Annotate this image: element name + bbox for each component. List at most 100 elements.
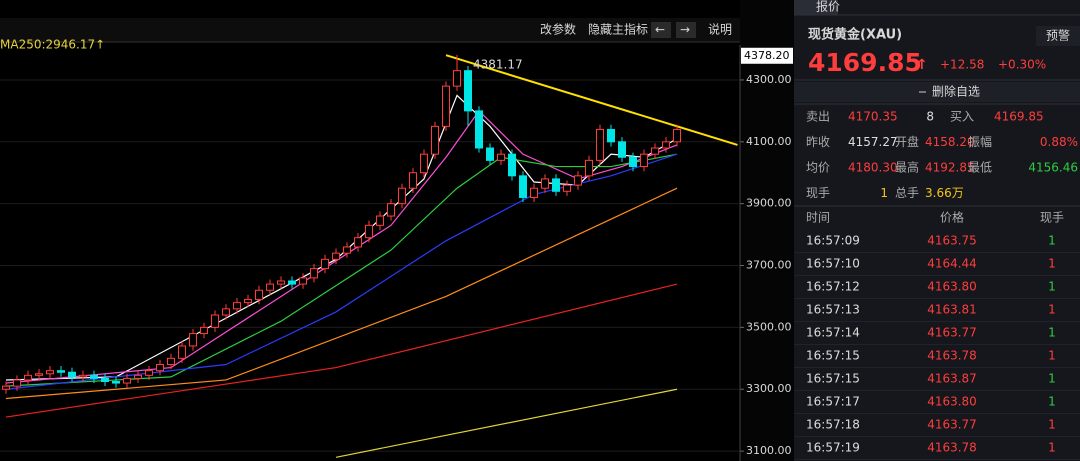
candle-body bbox=[35, 373, 43, 376]
y-tick-label: 3500.00 bbox=[746, 320, 792, 333]
plot bbox=[0, 54, 740, 458]
alert-label[interactable]: 预警 bbox=[1046, 28, 1070, 43]
stat-cell: 现手 bbox=[806, 186, 830, 200]
stat-cell: 4157.27 bbox=[848, 135, 898, 149]
stat-cell: 4169.85 bbox=[994, 110, 1044, 124]
toolbar-button[interactable]: → bbox=[680, 23, 690, 37]
trade-cell: 4163.77 bbox=[927, 326, 977, 340]
ma-label: MA250:2946.17↑ bbox=[0, 38, 105, 52]
candle-body bbox=[607, 128, 615, 143]
candle-body bbox=[618, 141, 626, 158]
trade-cell: 16:57:17 bbox=[806, 395, 860, 409]
y-tick-label: 4300.00 bbox=[746, 73, 792, 86]
y-tick-label: 3300.00 bbox=[746, 382, 792, 395]
trade-cell: 4163.78 bbox=[927, 349, 977, 363]
indicator-line bbox=[5, 153, 678, 390]
trade-cell: 1 bbox=[1048, 349, 1056, 363]
candle-body bbox=[101, 377, 109, 383]
trade-cell: 4163.87 bbox=[927, 372, 977, 386]
trade-cell: 1 bbox=[1048, 326, 1056, 340]
toolbar-button[interactable]: 说明 bbox=[708, 22, 732, 37]
trade-cell: 16:57:15 bbox=[806, 372, 860, 386]
stat-cell: 振幅 bbox=[968, 134, 992, 149]
trade-cell: 1 bbox=[1048, 280, 1056, 294]
trade-cell: 4163.80 bbox=[927, 395, 977, 409]
candle-body bbox=[156, 364, 164, 372]
trade-header: 时间 bbox=[806, 211, 830, 225]
trade-cell: 1 bbox=[1048, 257, 1056, 271]
candle-body bbox=[145, 370, 153, 376]
stat-cell: 0.88% bbox=[1040, 135, 1078, 149]
candle-body bbox=[387, 203, 395, 217]
trade-cell: 4163.78 bbox=[927, 441, 977, 455]
price-change-pct: +0.30% bbox=[998, 58, 1046, 72]
toolbar-button[interactable]: 改参数 bbox=[540, 22, 576, 37]
candle-body bbox=[508, 153, 516, 177]
stat-cell: 4180.30 bbox=[848, 161, 898, 175]
stat-cell: 卖出 bbox=[806, 110, 830, 124]
trade-cell: 1 bbox=[1048, 234, 1056, 248]
tab-label[interactable]: 报价 bbox=[816, 0, 840, 14]
trade-cell: 1 bbox=[1048, 372, 1056, 386]
stat-cell: 均价 bbox=[806, 161, 830, 175]
candle-body bbox=[277, 280, 285, 285]
candle-body bbox=[167, 357, 175, 366]
quote-panel bbox=[794, 0, 1080, 461]
remove-button[interactable] bbox=[794, 82, 1080, 102]
trade-cell: 4163.81 bbox=[927, 303, 977, 317]
candle-body bbox=[112, 381, 120, 384]
trade-header: 现手 bbox=[1040, 211, 1064, 225]
candle-body bbox=[530, 187, 538, 198]
price-arrow: ↑ bbox=[916, 57, 928, 73]
candle-body bbox=[475, 110, 483, 149]
toolbar-button[interactable]: 隐藏主指标 bbox=[588, 22, 648, 37]
candle-body bbox=[453, 70, 461, 87]
stat-cell: 4158.20 bbox=[925, 135, 975, 149]
stat-cell: 1 bbox=[880, 186, 888, 200]
indicator-line bbox=[5, 283, 678, 418]
stat-cell: 8 bbox=[926, 110, 934, 124]
peak-label: 4381.17 bbox=[473, 57, 523, 71]
candle-body bbox=[222, 308, 230, 316]
candle-body bbox=[354, 237, 362, 248]
trade-cell: 16:57:13 bbox=[806, 303, 860, 317]
y-tick-label: 3900.00 bbox=[746, 197, 792, 210]
toolbar bbox=[0, 18, 740, 42]
candle-body bbox=[486, 147, 494, 161]
candle-body bbox=[596, 128, 604, 161]
candle-body bbox=[200, 326, 208, 335]
candle-body bbox=[497, 153, 505, 161]
candle-body bbox=[541, 178, 549, 189]
candle-body bbox=[68, 371, 76, 378]
candle-body bbox=[244, 299, 252, 304]
candle-body bbox=[310, 268, 318, 279]
candle-body bbox=[673, 128, 681, 143]
stat-cell: 4170.35 bbox=[848, 110, 898, 124]
toolbar-button-box[interactable] bbox=[651, 22, 671, 38]
trade-cell: 16:57:15 bbox=[806, 349, 860, 363]
stat-cell: 最低 bbox=[968, 161, 992, 175]
instrument-name: 现货黄金(XAU) bbox=[808, 27, 902, 43]
y-tick-label: 3700.00 bbox=[746, 259, 792, 272]
indicator-line bbox=[5, 109, 678, 384]
candle-body bbox=[519, 175, 527, 198]
candle-body bbox=[420, 153, 428, 174]
trade-cell: 1 bbox=[1048, 418, 1056, 432]
stat-cell: 4156.46 bbox=[1028, 161, 1078, 175]
toolbar-button[interactable]: ← bbox=[655, 23, 665, 37]
candle-body bbox=[321, 258, 329, 270]
candle-body bbox=[343, 246, 351, 254]
candle-body bbox=[563, 184, 571, 192]
stat-cell: 昨收 bbox=[806, 135, 830, 149]
price-marker-label: 4378.20 bbox=[744, 49, 790, 62]
candle-body bbox=[13, 379, 21, 387]
candle-body bbox=[90, 374, 98, 379]
trade-cell: 16:57:12 bbox=[806, 280, 860, 294]
ui-group: 改参数 隐藏主指标 ← → 说明 4381.17 MA250:2946.17↑ 卖出 4170.… bbox=[0, 22, 1080, 460]
tab[interactable] bbox=[794, 0, 838, 15]
trade-cell: 1 bbox=[1048, 441, 1056, 455]
toolbar-button-box[interactable] bbox=[676, 22, 696, 38]
alert-button[interactable] bbox=[1036, 26, 1080, 46]
remove-label[interactable]: 删除自选 bbox=[932, 84, 980, 99]
